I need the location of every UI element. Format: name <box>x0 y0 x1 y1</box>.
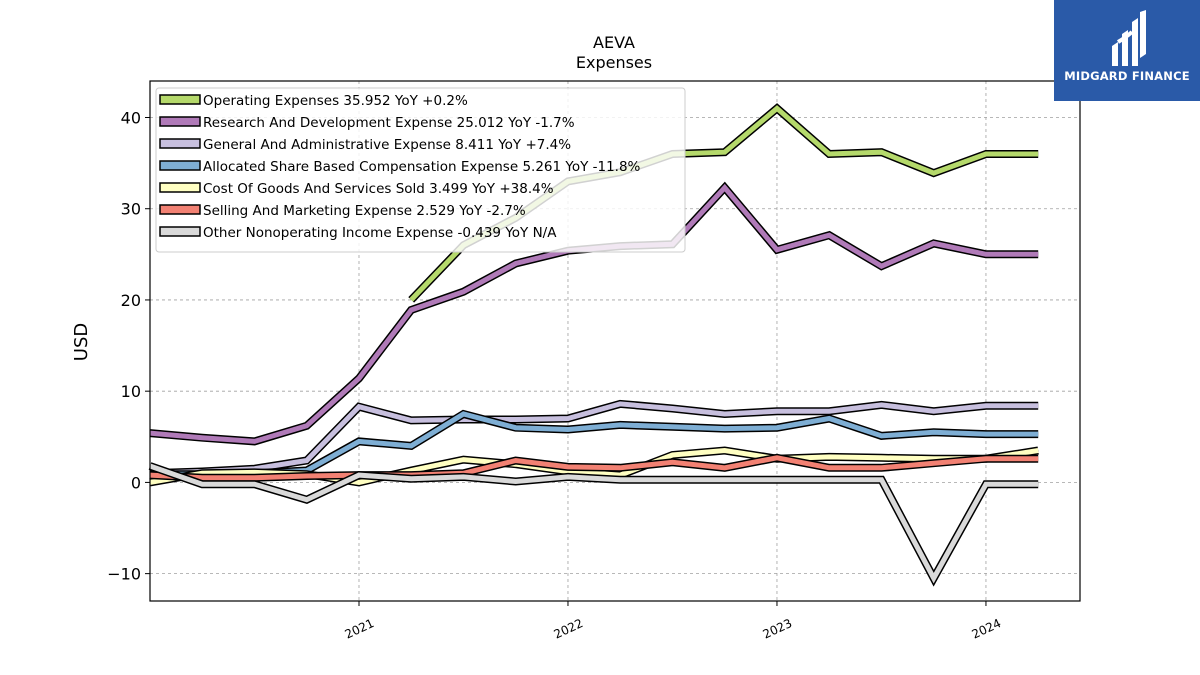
brand-logo: MIDGARD FINANCE <box>1054 0 1200 101</box>
chart-subtitle: Expenses <box>576 53 652 72</box>
legend-swatch <box>159 94 201 105</box>
series-line <box>149 401 1039 476</box>
plot-frame <box>149 80 1081 602</box>
legend: Operating Expenses 35.952 YoY +0.2% Resea… <box>155 87 686 253</box>
legend-swatch <box>159 160 201 171</box>
legend-swatch <box>159 204 201 215</box>
legend-label: Research And Development Expense 25.012 … <box>203 115 575 131</box>
legend-box <box>155 87 686 253</box>
legend-swatch <box>159 116 201 127</box>
y-tick-label: 10 <box>121 382 141 401</box>
legend-label: Operating Expenses 35.952 YoY +0.2% <box>203 93 468 109</box>
x-tick-label: 2023 <box>761 616 795 642</box>
y-tick-label: 20 <box>121 291 141 310</box>
brand-name: MIDGARD FINANCE <box>1064 69 1190 83</box>
y-tick-label: 30 <box>121 200 141 219</box>
y-axis-ticks: −10 0 10 20 30 40 <box>107 108 150 584</box>
x-tick-label: 2022 <box>552 616 586 642</box>
y-axis-label: USD <box>71 323 92 361</box>
midgard-logo-icon <box>1112 10 1146 66</box>
chart-title: AEVA <box>593 33 635 52</box>
y-tick-label: 40 <box>121 108 141 127</box>
series-line <box>149 455 1039 481</box>
x-tick-label: 2024 <box>970 616 1004 642</box>
series-line <box>149 463 1039 584</box>
legend-swatch <box>159 182 201 193</box>
x-tick-label: 2021 <box>343 616 377 642</box>
legend-label: Allocated Share Based Compensation Expen… <box>203 159 641 175</box>
legend-swatch <box>159 138 201 149</box>
y-tick-label: −10 <box>107 565 141 584</box>
legend-label: Selling And Marketing Expense 2.529 YoY … <box>203 203 526 219</box>
legend-label: General And Administrative Expense 8.411… <box>203 137 571 153</box>
x-axis-ticks: 2021 2022 2023 2024 <box>343 601 1004 642</box>
legend-label: Cost Of Goods And Services Sold 3.499 Yo… <box>203 181 554 197</box>
legend-label: Other Nonoperating Income Expense -0.439… <box>203 225 557 241</box>
y-tick-label: 0 <box>131 473 141 492</box>
legend-swatch <box>159 226 201 237</box>
series-lines <box>148 103 1039 587</box>
